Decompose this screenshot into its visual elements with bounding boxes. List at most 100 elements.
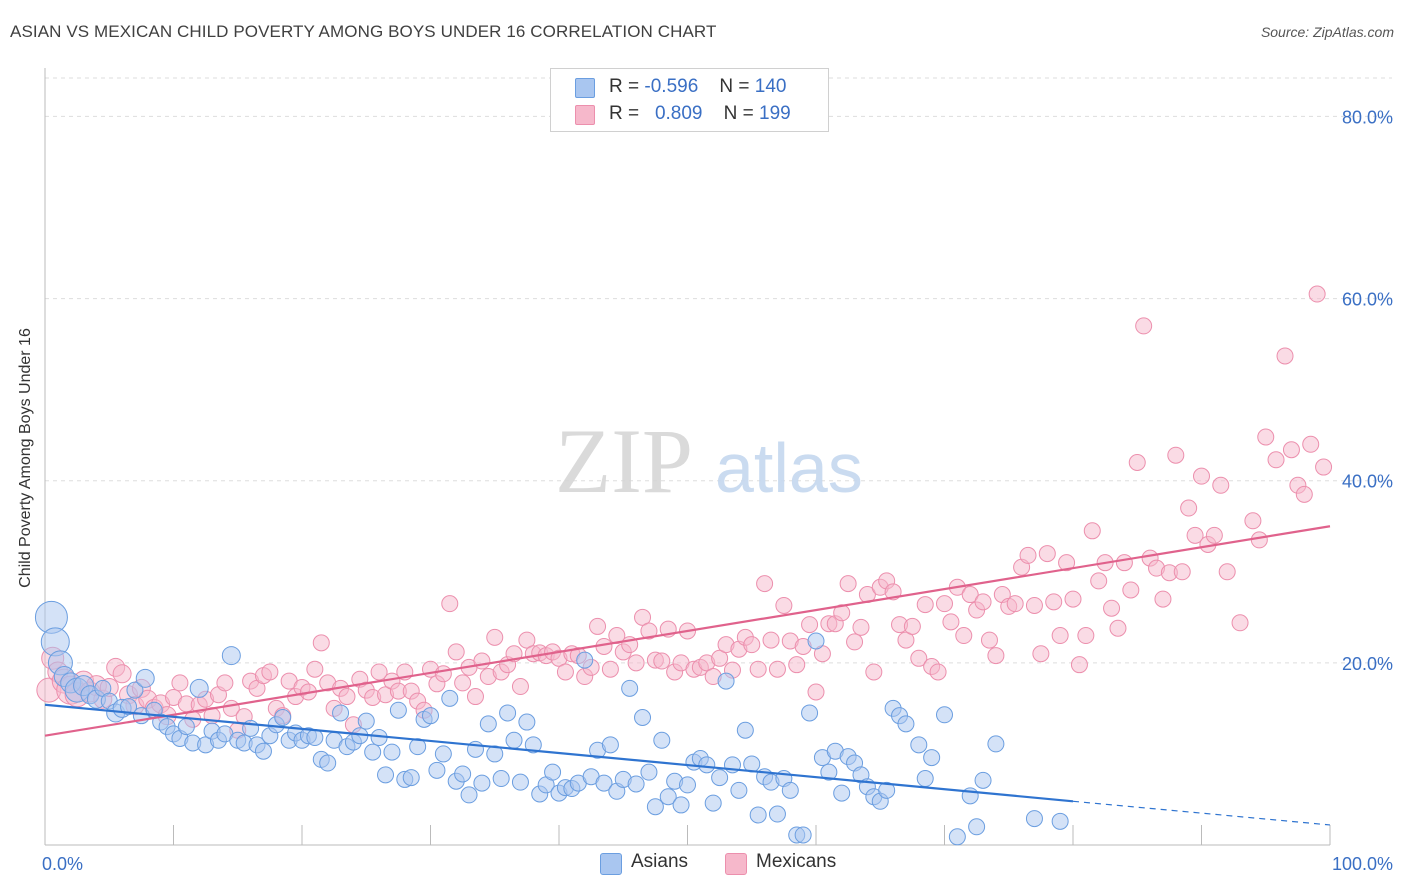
asian-point bbox=[595, 774, 613, 792]
mexican-point bbox=[1315, 458, 1333, 476]
asian-point bbox=[646, 798, 664, 816]
mexican-point bbox=[929, 663, 947, 681]
mexican-point bbox=[762, 631, 780, 649]
mexican-point bbox=[987, 647, 1005, 665]
asian-point bbox=[332, 704, 350, 722]
asian-point bbox=[460, 786, 478, 804]
mexican-point bbox=[486, 628, 504, 646]
asian-point bbox=[1051, 812, 1069, 830]
mexican-point bbox=[711, 649, 729, 667]
asian-point bbox=[640, 763, 658, 781]
asian-point bbox=[434, 745, 452, 763]
mexican-point bbox=[441, 595, 459, 613]
mexican-point bbox=[1193, 467, 1210, 485]
asians-swatch bbox=[575, 78, 595, 98]
mexican-point bbox=[1032, 645, 1050, 663]
asian-point bbox=[936, 706, 953, 724]
mexican-point bbox=[1083, 522, 1101, 540]
mexican-point bbox=[518, 631, 536, 649]
mexican-point bbox=[370, 663, 388, 681]
asian-point bbox=[801, 704, 819, 722]
asian-point bbox=[910, 736, 928, 754]
asian-point bbox=[923, 749, 941, 767]
mexican-point bbox=[1282, 441, 1300, 459]
mexican-point bbox=[466, 688, 484, 706]
watermark-zip: ZIP bbox=[555, 410, 693, 512]
asian-point bbox=[189, 678, 209, 698]
asian-point bbox=[820, 763, 838, 781]
legend-r-label: R = bbox=[609, 103, 640, 124]
mexican-point bbox=[634, 608, 652, 626]
asian-point bbox=[621, 679, 639, 697]
watermark-atlas: atlas bbox=[715, 429, 863, 507]
asian-point bbox=[653, 731, 671, 749]
y-tick-label: 40.0% bbox=[1342, 472, 1393, 492]
mexicans-legend-swatch bbox=[725, 853, 747, 875]
legend-n-value: 140 bbox=[754, 76, 787, 97]
mexican-point bbox=[1103, 599, 1121, 617]
asian-point bbox=[454, 765, 472, 783]
mexican-point bbox=[1302, 435, 1320, 453]
asian-point bbox=[221, 646, 241, 666]
mexican-point bbox=[775, 596, 793, 614]
y-tick-label: 20.0% bbox=[1342, 654, 1393, 674]
mexican-point bbox=[1244, 512, 1262, 530]
mexican-point bbox=[839, 575, 857, 593]
asian-point bbox=[968, 818, 986, 836]
mexican-point bbox=[756, 575, 774, 593]
mexican-point bbox=[1231, 614, 1249, 632]
mexican-point bbox=[1167, 446, 1185, 464]
asian-point bbox=[364, 743, 382, 761]
asian-point bbox=[717, 672, 735, 690]
asian-point bbox=[383, 743, 401, 761]
mexican-point bbox=[1128, 454, 1146, 471]
source-credit: Source: ZipAtlas.com bbox=[1260, 24, 1394, 40]
legend-n-value: 199 bbox=[759, 103, 791, 124]
mexican-point bbox=[1045, 593, 1063, 611]
asian-point bbox=[402, 769, 420, 787]
correlation-legend: R = -0.596 N = 140 R = 0.809 N = 199 bbox=[550, 68, 829, 132]
axes bbox=[44, 68, 1331, 846]
asian-point bbox=[730, 781, 748, 799]
mexican-point bbox=[1109, 619, 1127, 637]
chart-title: ASIAN VS MEXICAN CHILD POVERTY AMONG BOY… bbox=[10, 22, 717, 41]
mexican-point bbox=[1257, 428, 1275, 446]
asian-point bbox=[948, 828, 966, 846]
mexican-point bbox=[1064, 590, 1082, 608]
mexican-point bbox=[601, 660, 619, 678]
mexican-point bbox=[1038, 545, 1056, 563]
mexican-point bbox=[768, 660, 786, 678]
y-axis-label: Child Poverty Among Boys Under 16 bbox=[17, 328, 34, 588]
asian-point bbox=[177, 718, 195, 736]
mexican-point bbox=[338, 688, 356, 706]
mexicans-trend-line bbox=[44, 525, 1331, 737]
asian-point bbox=[357, 712, 375, 730]
mexican-point bbox=[1218, 563, 1236, 581]
mexican-point bbox=[112, 664, 132, 684]
mexican-point bbox=[434, 665, 452, 683]
mexican-point bbox=[1122, 581, 1140, 599]
mexican-point bbox=[788, 656, 806, 674]
mexican-point bbox=[1090, 572, 1108, 590]
trend-lines bbox=[44, 525, 1331, 826]
mexican-point bbox=[942, 613, 960, 631]
mexican-point bbox=[1051, 627, 1069, 645]
x-tick-label: 0.0% bbox=[42, 854, 83, 874]
mexican-point bbox=[306, 660, 324, 678]
asian-point bbox=[518, 713, 536, 731]
mexican-point bbox=[640, 622, 658, 640]
legend-n-label: N = bbox=[723, 103, 754, 124]
mexican-point bbox=[1267, 451, 1285, 469]
mexican-point bbox=[171, 674, 189, 692]
legend-r-value: 0.809 bbox=[654, 103, 703, 124]
asian-point bbox=[505, 731, 523, 749]
asians-legend-swatch bbox=[600, 853, 622, 875]
asian-point bbox=[511, 773, 529, 791]
asians-series bbox=[34, 600, 1069, 846]
mexican-point bbox=[846, 633, 864, 651]
asian-point bbox=[634, 709, 652, 726]
mexican-point bbox=[1295, 485, 1313, 503]
mexican-point bbox=[749, 660, 767, 678]
y-tick-label: 60.0% bbox=[1342, 290, 1393, 310]
asian-point bbox=[672, 796, 690, 814]
